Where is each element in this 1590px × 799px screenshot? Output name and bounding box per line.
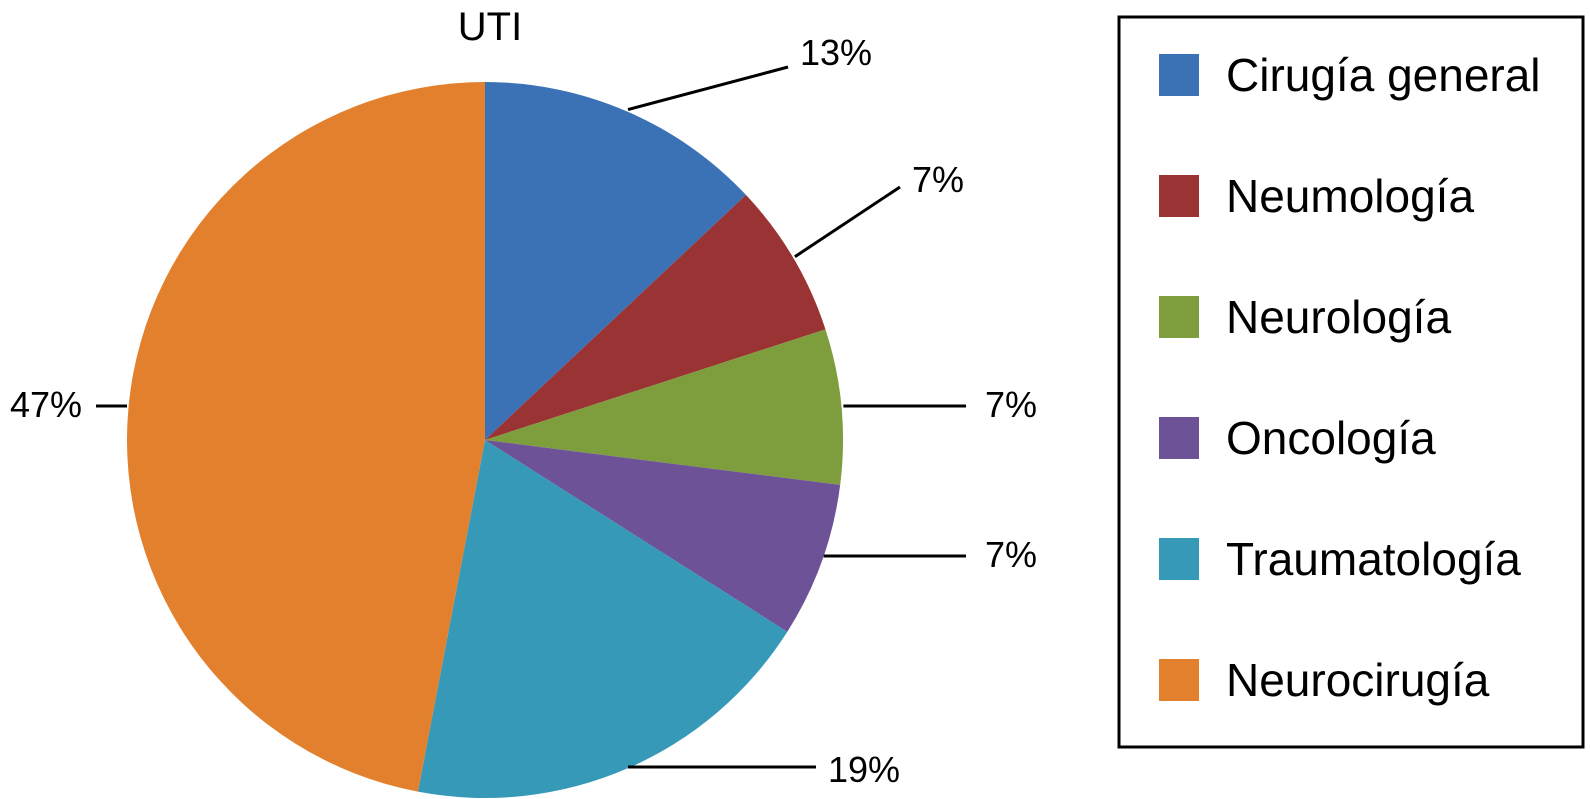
legend-frame: [1117, 15, 1585, 749]
slice-value-labels: 13% 7% 7% 7% 19% 47%: [10, 32, 1037, 790]
pie-slice-neumologia: [485, 194, 826, 440]
value-label-oncologia: 7%: [985, 534, 1037, 575]
legend-swatch-traumatologia: [1159, 538, 1199, 580]
slice-leader-lines: [96, 65, 966, 769]
legend-label-oncologia: Oncología: [1226, 412, 1436, 464]
value-label-neumologia: 7%: [912, 159, 964, 200]
value-label-cirugia-general: 13%: [800, 32, 872, 73]
legend-label-traumatologia: Traumatología: [1226, 533, 1521, 585]
legend-label-cirugia-general: Cirugía general: [1226, 49, 1541, 101]
pie-slice-oncologia: [485, 440, 841, 632]
legend-label-neurologia: Neurología: [1226, 291, 1451, 343]
legend-swatch-neurologia: [1159, 296, 1199, 338]
legend-label-neumologia: Neumología: [1226, 170, 1474, 222]
legend-swatch-oncologia: [1159, 417, 1199, 459]
legend-items: Cirugía general Neumología Neurología Oncol…: [1159, 49, 1541, 706]
pie-slices: [126, 81, 844, 799]
pie-slice-traumatologia: [417, 440, 788, 799]
legend-swatch-neurocirugia: [1159, 659, 1199, 701]
legend-swatch-neumologia: [1159, 175, 1199, 217]
leader-line-cirugia-general: [627, 65, 789, 112]
pie-slice-neurocirugia: [126, 82, 485, 792]
pie-slice-cirugia-general: [485, 81, 746, 440]
value-label-neurocirugia: 47%: [10, 384, 82, 425]
legend: Cirugía general Neumología Neurología Oncol…: [1117, 15, 1585, 749]
legend-label-neurocirugia: Neurocirugía: [1226, 654, 1490, 706]
value-label-traumatologia: 19%: [828, 749, 900, 790]
chart-title: UTI: [458, 5, 522, 49]
legend-swatch-cirugia-general: [1159, 54, 1199, 96]
pie-slice-neurologia: [485, 329, 844, 485]
leader-line-neumologia: [794, 185, 901, 258]
value-label-neurologia: 7%: [985, 384, 1037, 425]
